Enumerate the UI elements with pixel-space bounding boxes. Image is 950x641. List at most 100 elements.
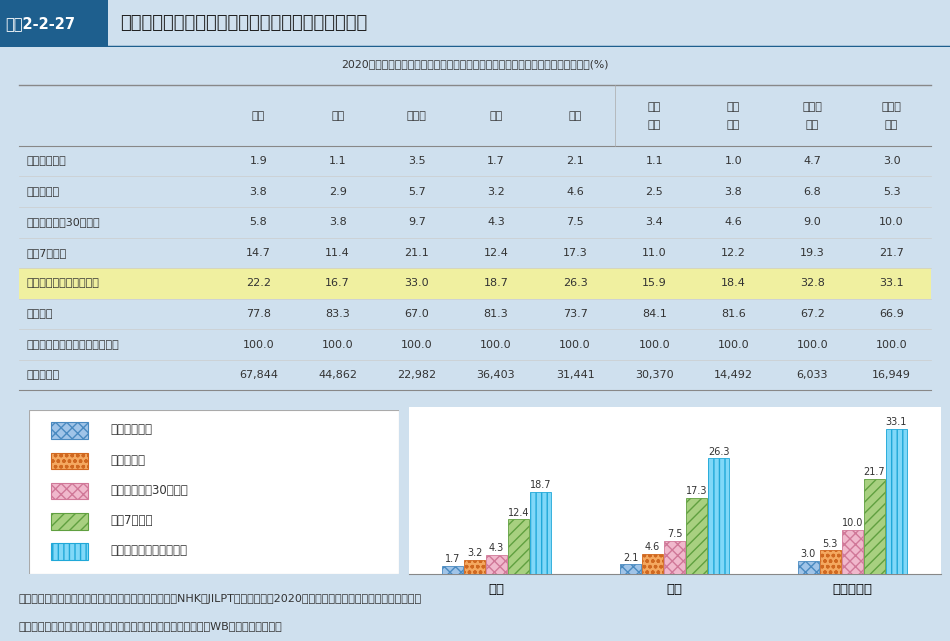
Text: 11.4: 11.4 — [325, 248, 350, 258]
Text: 変化なし: 変化なし — [27, 309, 53, 319]
Bar — [50, 453, 87, 469]
Text: 1.7: 1.7 — [445, 554, 460, 565]
Text: 非正規: 非正規 — [407, 111, 427, 121]
Text: 1.7: 1.7 — [487, 156, 504, 166]
Bar — [820, 551, 841, 574]
Text: 1.1: 1.1 — [645, 156, 663, 166]
Text: 男性: 男性 — [806, 120, 819, 130]
Text: 17.3: 17.3 — [686, 486, 708, 496]
Text: 正規: 正規 — [331, 111, 344, 121]
Text: （注）「就業構造基本調査」の分布に準じた、ウェイトバック（WB）集計値である。: （注）「就業構造基本調査」の分布に準じた、ウェイトバック（WB）集計値である。 — [19, 621, 282, 631]
Text: 全体: 全体 — [252, 111, 265, 121]
Text: 17.3: 17.3 — [562, 248, 587, 258]
Bar — [530, 492, 551, 574]
Text: 5.3: 5.3 — [823, 538, 838, 549]
Bar — [798, 560, 819, 574]
Text: 6,033: 6,033 — [797, 370, 828, 380]
Text: 16,949: 16,949 — [872, 370, 911, 380]
Bar — [19, 268, 931, 299]
Text: 12.2: 12.2 — [721, 248, 746, 258]
Text: 81.6: 81.6 — [721, 309, 746, 319]
Text: 自発的離職: 自発的離職 — [110, 454, 145, 467]
Text: 休業7日以上: 休業7日以上 — [110, 514, 153, 527]
Text: 16.7: 16.7 — [325, 278, 350, 288]
Text: 14,492: 14,492 — [713, 370, 752, 380]
Text: 4.6: 4.6 — [566, 187, 584, 197]
Text: 3.0: 3.0 — [801, 549, 816, 559]
Text: 18.7: 18.7 — [530, 480, 551, 490]
Text: 100.0: 100.0 — [322, 340, 353, 349]
Text: 67.0: 67.0 — [405, 309, 429, 319]
Text: 1.1: 1.1 — [329, 156, 347, 166]
Text: 4.6: 4.6 — [645, 542, 660, 552]
Bar — [886, 429, 907, 574]
Text: 67,844: 67,844 — [239, 370, 278, 380]
Text: 18.7: 18.7 — [484, 278, 508, 288]
Text: 標本サイズ: 標本サイズ — [27, 370, 60, 380]
Bar — [486, 555, 507, 574]
Text: 21.1: 21.1 — [405, 248, 429, 258]
Text: 5.7: 5.7 — [408, 187, 426, 197]
Text: 22,982: 22,982 — [397, 370, 436, 380]
Text: 図表2-2-27: 図表2-2-27 — [5, 16, 75, 31]
Text: 非正規: 非正規 — [803, 103, 823, 112]
Text: 7.5: 7.5 — [566, 217, 584, 228]
Text: 21.7: 21.7 — [879, 248, 904, 258]
Text: 上記いずれかの変化あり: 上記いずれかの変化あり — [27, 278, 99, 288]
Bar — [686, 498, 707, 574]
Text: 1.0: 1.0 — [725, 156, 742, 166]
Text: 自発的離職: 自発的離職 — [27, 187, 60, 197]
Text: 100.0: 100.0 — [638, 340, 670, 349]
Text: 100.0: 100.0 — [401, 340, 432, 349]
Bar — [465, 560, 485, 574]
Text: 100.0: 100.0 — [560, 340, 591, 349]
Text: 12.4: 12.4 — [508, 508, 529, 517]
Text: 84.1: 84.1 — [642, 309, 667, 319]
Text: 7.5: 7.5 — [667, 529, 682, 539]
Bar — [50, 483, 87, 499]
Text: 解雇・雇止め: 解雇・雇止め — [27, 156, 66, 166]
Text: 36,403: 36,403 — [477, 370, 515, 380]
Text: 30,370: 30,370 — [635, 370, 674, 380]
Text: 33.1: 33.1 — [880, 278, 904, 288]
Text: 73.7: 73.7 — [562, 309, 587, 319]
Bar — [442, 566, 463, 574]
Text: 81.3: 81.3 — [484, 309, 508, 319]
Text: 67.2: 67.2 — [800, 309, 825, 319]
Text: 66.9: 66.9 — [880, 309, 904, 319]
Text: 休業7日以上: 休業7日以上 — [27, 248, 66, 258]
Text: 労働時間半減30日以上: 労働時間半減30日以上 — [110, 484, 188, 497]
Text: 解雇・雇止め: 解雇・雇止め — [110, 423, 152, 437]
Text: 上記いずれかの変化あり: 上記いずれかの変化あり — [110, 544, 187, 557]
Text: 9.0: 9.0 — [804, 217, 822, 228]
Text: 33.0: 33.0 — [405, 278, 429, 288]
Text: 2020年４月１日以降の約７か月間、雇用に大きな変化が起きた民間雇用者の割合(%): 2020年４月１日以降の約７か月間、雇用に大きな変化が起きた民間雇用者の割合(%… — [341, 58, 609, 69]
Text: 4.3: 4.3 — [487, 217, 504, 228]
Text: 22.2: 22.2 — [246, 278, 271, 288]
Text: 女性: 女性 — [568, 111, 581, 121]
Text: 100.0: 100.0 — [243, 340, 275, 349]
Text: 100.0: 100.0 — [480, 340, 512, 349]
Text: 4.3: 4.3 — [489, 543, 504, 553]
Bar — [642, 554, 663, 574]
Text: 3.0: 3.0 — [883, 156, 901, 166]
Text: 11.0: 11.0 — [642, 248, 667, 258]
Text: 9.7: 9.7 — [408, 217, 426, 228]
Text: 5.3: 5.3 — [883, 187, 901, 197]
Text: 女性: 女性 — [885, 120, 899, 130]
Text: 77.8: 77.8 — [246, 309, 271, 319]
Text: 男性: 男性 — [648, 120, 661, 130]
Text: 3.4: 3.4 — [645, 217, 663, 228]
Text: 労働時間半減30日以上: 労働時間半減30日以上 — [27, 217, 100, 228]
Text: 26.3: 26.3 — [562, 278, 587, 288]
Text: 正規: 正規 — [727, 103, 740, 112]
Text: 3.8: 3.8 — [329, 217, 347, 228]
Text: 18.4: 18.4 — [721, 278, 746, 288]
Text: 83.3: 83.3 — [325, 309, 350, 319]
Text: 男性: 男性 — [489, 111, 503, 121]
Bar — [50, 513, 87, 529]
Text: 雇用に大きな変化が起きた民間雇用者の割合（％）: 雇用に大きな変化が起きた民間雇用者の割合（％） — [120, 14, 368, 33]
Text: 2.1: 2.1 — [623, 553, 638, 563]
Text: 32.8: 32.8 — [800, 278, 825, 288]
Text: 資料：「新型コロナウイルスと雇用・暮らしに関するNHK・JILPT共同調査」（2020年）（スクリーニング調査）より集計。: 資料：「新型コロナウイルスと雇用・暮らしに関するNHK・JILPT共同調査」（2… — [19, 594, 422, 604]
